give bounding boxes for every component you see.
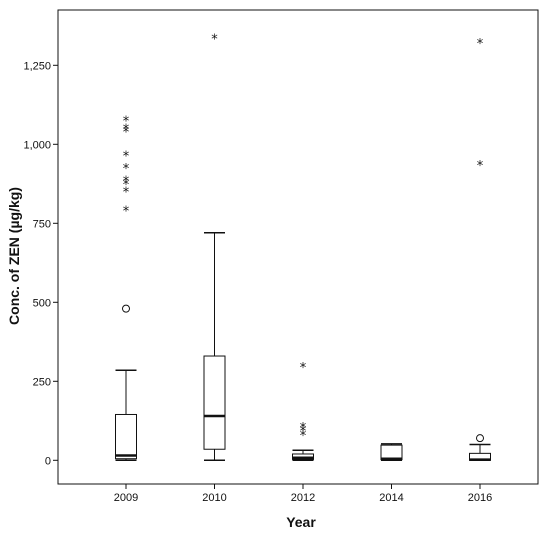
- extreme-star: *: [477, 159, 484, 174]
- extreme-star: *: [123, 175, 130, 190]
- x-tick-label: 2010: [202, 492, 226, 504]
- extreme-star: *: [123, 178, 130, 193]
- extreme-star: *: [300, 429, 307, 444]
- extreme-star: *: [477, 37, 484, 52]
- y-tick-label: 750: [33, 218, 51, 230]
- extreme-star: *: [123, 186, 130, 201]
- box-iqr: [115, 413, 137, 460]
- extreme-star: *: [123, 123, 130, 138]
- x-tick-label: 2009: [114, 492, 138, 504]
- extreme-star: *: [123, 149, 130, 164]
- extreme-star: *: [300, 424, 307, 439]
- y-tick-label: 1,250: [23, 60, 51, 72]
- plot-frame: [57, 9, 539, 485]
- box-iqr: [203, 355, 226, 450]
- y-tick-label: 500: [33, 297, 51, 309]
- y-axis-title: Conc. of ZEN (µg/kg): [6, 187, 22, 325]
- x-tick-label: 2016: [468, 492, 492, 504]
- x-axis-title: Year: [286, 514, 316, 530]
- y-tick-label: 0: [45, 455, 51, 467]
- x-tick-label: 2012: [291, 492, 315, 504]
- x-tick-label: 2014: [379, 492, 403, 504]
- extreme-star: *: [300, 421, 307, 436]
- y-tick-label: 1,000: [23, 139, 51, 151]
- extreme-star: *: [123, 115, 130, 130]
- outlier-circle: [122, 304, 130, 313]
- outlier-circle: [476, 434, 484, 443]
- extreme-star: *: [300, 361, 307, 376]
- y-tick-label: 250: [33, 376, 51, 388]
- extreme-star: *: [123, 205, 130, 220]
- extreme-star: *: [211, 32, 218, 47]
- extreme-star: *: [123, 126, 130, 141]
- extreme-star: *: [123, 162, 130, 177]
